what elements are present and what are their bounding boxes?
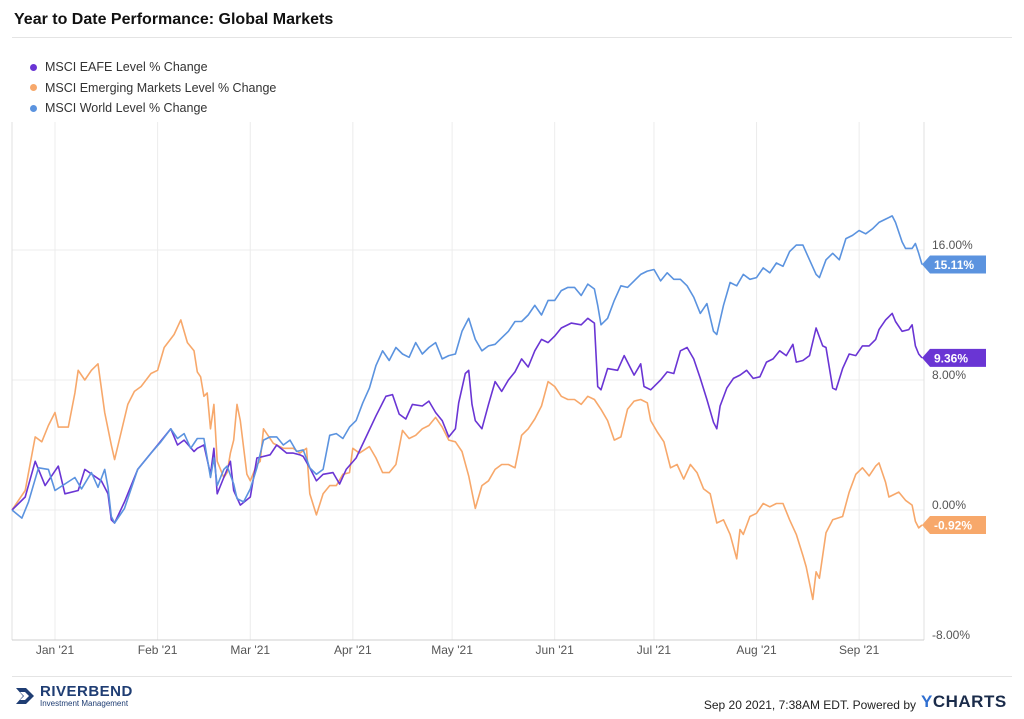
legend-label-world: MSCI World Level % Change (45, 101, 208, 116)
legend: MSCI EAFE Level % Change MSCI Emerging M… (30, 57, 276, 119)
x-tick-label: Apr '21 (334, 643, 372, 657)
y-tick-label: 0.00% (932, 498, 966, 512)
x-tick-label: May '21 (431, 643, 473, 657)
end-value-label-world: 15.11% (934, 258, 974, 272)
footer-divider (12, 676, 1012, 677)
y-tick-label: -8.00% (932, 628, 970, 642)
series-line-eafe (11, 312, 923, 524)
series-line-emerging (11, 319, 923, 601)
y-tick-label: 16.00% (932, 238, 973, 252)
logo-subtitle: Investment Management (40, 699, 129, 708)
end-value-flag-eafe (922, 348, 986, 367)
x-tick-label: Jan '21 (36, 643, 75, 657)
x-tick-label: Feb '21 (138, 643, 178, 657)
legend-label-emerging: MSCI Emerging Markets Level % Change (45, 80, 277, 95)
legend-swatch-eafe (30, 63, 37, 71)
x-tick-label: Aug '21 (736, 643, 777, 657)
x-tick-label: Sep '21 (839, 643, 880, 657)
x-tick-label: Jul '21 (637, 643, 672, 657)
end-value-label-emerging: -0.92% (934, 518, 972, 532)
ycharts-brand-rest: CHARTS (932, 692, 1007, 711)
legend-item-emerging[interactable]: MSCI Emerging Markets Level % Change (30, 78, 276, 99)
x-tick-label: Jun '21 (536, 643, 575, 657)
footer-timestamp: Sep 20 2021, 7:38AM EDT. Powered by (703, 698, 916, 712)
end-value-label-eafe: 9.36% (934, 351, 968, 365)
end-value-flag-world (922, 255, 986, 274)
riverbend-logo[interactable]: RIVERBEND Investment Management (14, 684, 133, 708)
y-tick-label: 8.00% (932, 368, 966, 382)
end-value-flag-emerging (922, 515, 986, 534)
legend-item-eafe[interactable]: MSCI EAFE Level % Change (30, 57, 276, 78)
x-tick-label: Mar '21 (230, 643, 270, 657)
chart-title: Year to Date Performance: Global Markets (14, 11, 334, 28)
title-divider (12, 37, 1012, 38)
riverbend-logo-icon (16, 688, 34, 704)
series-line-world (11, 215, 923, 524)
legend-label-eafe: MSCI EAFE Level % Change (45, 60, 208, 75)
ycharts-brand-y: Y (921, 692, 933, 711)
legend-item-world[interactable]: MSCI World Level % Change (30, 98, 276, 119)
legend-swatch-emerging (30, 84, 37, 92)
ycharts-brand[interactable]: YCHARTS (921, 692, 1007, 712)
logo-name: RIVERBEND (40, 683, 133, 700)
legend-swatch-world (30, 104, 37, 112)
